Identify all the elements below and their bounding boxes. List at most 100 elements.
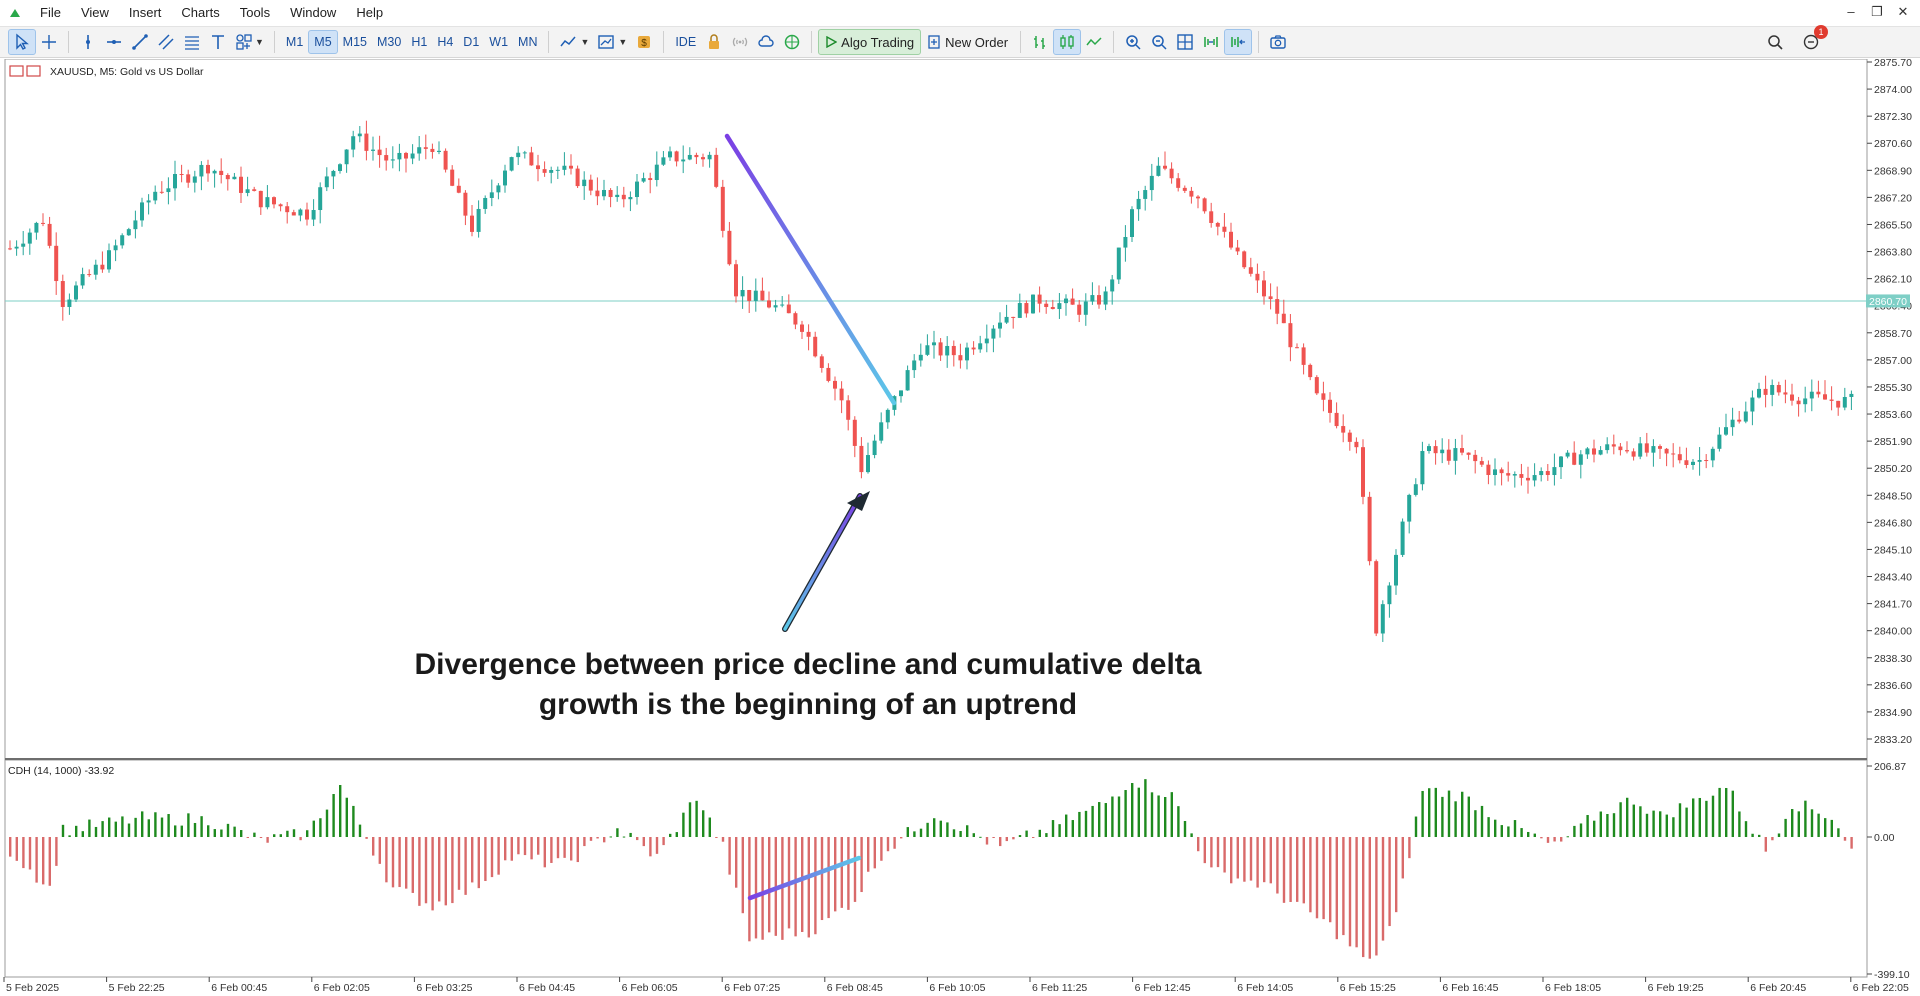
cdh-bar	[1012, 837, 1015, 840]
cdh-bar	[1084, 810, 1088, 838]
menu-view[interactable]: View	[80, 5, 109, 20]
equidistant-channel-button[interactable]	[153, 29, 179, 55]
candle	[707, 151, 712, 168]
lock-button[interactable]	[701, 29, 727, 55]
candle	[1724, 413, 1728, 436]
vps-button[interactable]	[779, 29, 805, 55]
vertical-line-button[interactable]	[75, 29, 101, 55]
timeframe-m15[interactable]: M15	[342, 35, 367, 49]
close-icon[interactable]: ✕	[1897, 4, 1909, 19]
candle	[522, 150, 527, 159]
candlestick-chart-button[interactable]	[1053, 29, 1082, 55]
cdh-bar	[1593, 820, 1596, 838]
cdh-bar	[1764, 837, 1767, 852]
menu-charts[interactable]: Charts	[181, 5, 220, 20]
candle-body	[140, 202, 144, 221]
cdh-bar	[9, 837, 12, 857]
price-tick-label: 2841.70	[1874, 599, 1912, 611]
timeframe-w1[interactable]: W1	[489, 35, 509, 49]
cdh-bar	[1520, 828, 1523, 838]
cdh-bar	[187, 813, 190, 838]
new-order-button[interactable]: New Order	[921, 29, 1014, 55]
auto-scroll-icon	[1204, 37, 1218, 47]
candle-body	[575, 168, 580, 187]
crosshair-tool-button[interactable]	[36, 29, 62, 55]
chart-canvas[interactable]: 2875.70 2874.00 2872.30 2870.60 2868.90 2867.…	[0, 59, 1920, 996]
cdh-bar	[213, 829, 216, 838]
search-button[interactable]	[1762, 29, 1788, 55]
candle-body	[291, 212, 296, 216]
candle	[1803, 386, 1808, 413]
timeframe-mn[interactable]: MN	[518, 35, 538, 49]
tile-windows-button[interactable]	[1172, 29, 1198, 55]
cdh-bar	[484, 837, 487, 882]
chart-shift-button[interactable]	[1224, 29, 1253, 55]
candle	[1737, 410, 1742, 424]
candle-body	[661, 157, 666, 165]
price-tick-label: 2836.60	[1874, 680, 1912, 692]
templates-button[interactable]: ▼	[593, 29, 631, 55]
cdh-bar	[207, 825, 210, 838]
cursor-tool-button[interactable]	[8, 29, 36, 55]
timeframe-h4[interactable]: H4	[437, 35, 454, 49]
candle-body	[1044, 303, 1049, 308]
timeframe-m30[interactable]: M30	[377, 35, 402, 49]
zoom-out-button[interactable]	[1146, 29, 1172, 55]
algo-trading-button[interactable]: Algo Trading	[818, 29, 922, 55]
candle-body	[1499, 469, 1504, 474]
cloud-button[interactable]	[753, 29, 779, 55]
candle-body	[1790, 394, 1794, 401]
menu-help[interactable]: Help	[356, 5, 384, 20]
candle-body	[1334, 412, 1339, 427]
timeframe-m1[interactable]: M1	[285, 35, 304, 49]
cdh-bar	[1579, 823, 1583, 838]
notifications-button[interactable]: 1	[1798, 25, 1828, 55]
candle	[470, 205, 474, 237]
chart-window[interactable]: 2875.70 2874.00 2872.30 2870.60 2868.90 2867.…	[0, 59, 1920, 996]
cdh-bar	[1065, 814, 1068, 838]
candle	[1189, 186, 1194, 204]
price-trendline-drawing[interactable]	[724, 133, 897, 406]
menu-insert[interactable]: Insert	[128, 5, 162, 20]
candle-body	[1625, 450, 1629, 452]
candle-body	[687, 154, 692, 160]
candle-body	[397, 152, 402, 160]
menu-window[interactable]: Window	[290, 5, 337, 20]
bar-chart-button[interactable]	[1027, 29, 1053, 55]
text-tool-button[interactable]	[205, 29, 231, 55]
candle-body	[846, 400, 851, 420]
timeframe-d1[interactable]: D1	[463, 35, 480, 49]
signal-button[interactable]	[727, 29, 753, 55]
market-button[interactable]: $	[631, 29, 657, 55]
candle-body	[1651, 446, 1656, 453]
timeframe-m5[interactable]: M5	[308, 30, 338, 54]
cdh-bar	[174, 825, 177, 838]
ide-button[interactable]: IDE	[675, 35, 697, 49]
cdh-bar	[1718, 787, 1721, 838]
candle	[357, 126, 362, 143]
minimize-icon[interactable]: –	[1847, 4, 1855, 19]
candle-body	[1229, 231, 1233, 248]
menu-file[interactable]: File	[40, 5, 61, 20]
annotation-arrow[interactable]	[782, 491, 870, 632]
indicators-button[interactable]: ▼	[555, 29, 593, 55]
cdh-trendline-drawing[interactable]	[747, 855, 862, 901]
shapes-button[interactable]: ▼	[231, 29, 268, 55]
trendline-button[interactable]	[127, 29, 153, 55]
candle	[423, 134, 428, 160]
zoom-in-button[interactable]	[1120, 29, 1146, 55]
fibonacci-button[interactable]	[179, 29, 205, 55]
candle	[1110, 274, 1115, 305]
candle	[984, 324, 989, 353]
cdh-bar	[1381, 837, 1385, 941]
screenshot-button[interactable]	[1265, 29, 1291, 55]
menu-tools[interactable]: Tools	[239, 5, 271, 20]
auto-scroll-button[interactable]	[1198, 29, 1224, 55]
timeframe-h1[interactable]: H1	[411, 35, 428, 49]
cdh-bar	[860, 837, 863, 893]
horizontal-line-button[interactable]	[101, 29, 127, 55]
cdh-bar	[220, 829, 223, 838]
restore-icon[interactable]: ❐	[1871, 4, 1883, 19]
line-chart-button[interactable]	[1081, 29, 1107, 55]
candle	[569, 154, 573, 175]
